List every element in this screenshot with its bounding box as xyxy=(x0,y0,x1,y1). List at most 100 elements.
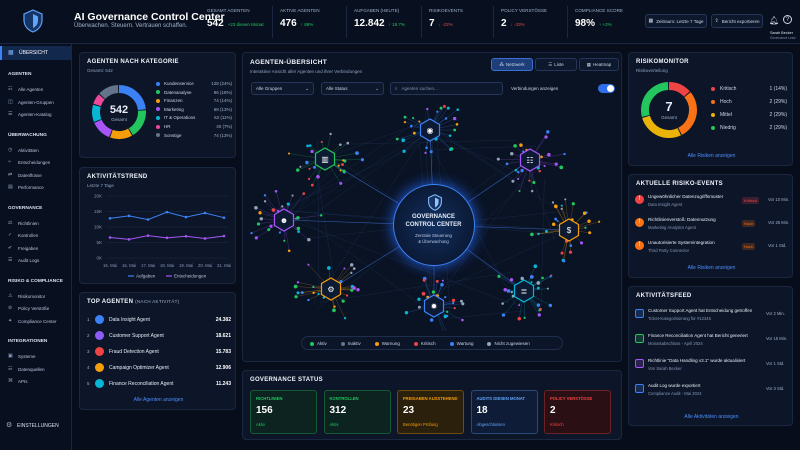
category-legend-item[interactable]: Kundenservice 128 (24%) xyxy=(156,81,232,86)
donut-segment[interactable] xyxy=(92,104,102,122)
agent-node[interactable] xyxy=(587,219,591,224)
all-agents-link[interactable]: Alle Agenten anzeigen xyxy=(133,397,184,403)
donut-segment[interactable] xyxy=(93,94,105,107)
sidebar-item[interactable]: ✦ Compliance Center xyxy=(8,317,57,324)
kpi-card[interactable]: GESAMT AGENTEN 542 +23 diesen Monat xyxy=(200,6,270,38)
agent-node[interactable] xyxy=(537,313,541,317)
agent-node[interactable] xyxy=(536,281,541,285)
agent-node[interactable] xyxy=(559,165,564,170)
risk-legend-item[interactable]: Kritisch 1 (14%) xyxy=(711,86,787,92)
user-name[interactable]: Sarah Becker xyxy=(770,31,794,35)
network-legend-item[interactable]: Inaktiv xyxy=(340,341,361,346)
agent-node[interactable] xyxy=(461,302,465,306)
category-legend-item[interactable]: Sonstige 74 (13%) xyxy=(156,133,232,138)
agent-node[interactable] xyxy=(439,106,443,110)
agent-node[interactable] xyxy=(352,267,356,270)
donut-segment[interactable] xyxy=(118,85,146,111)
top-agent-row[interactable]: 2 Customer Support Agent 18.621 xyxy=(87,331,231,340)
hub-hexagon[interactable] xyxy=(558,218,580,242)
agent-node[interactable] xyxy=(286,202,290,206)
agent-node[interactable] xyxy=(568,250,573,254)
agent-node[interactable] xyxy=(402,149,406,153)
top-agent-row[interactable]: 3 Fraud Detection Agent 15.783 xyxy=(87,347,231,356)
agent-node[interactable] xyxy=(421,291,426,296)
sidebar-item[interactable]: ☰ Agenten-Katalog xyxy=(8,111,52,117)
agent-node[interactable] xyxy=(442,104,446,108)
agent-node[interactable] xyxy=(569,244,573,247)
agent-node[interactable] xyxy=(444,296,447,299)
all-risk-events-link[interactable]: Alle Risiken anzeigen xyxy=(687,265,736,271)
agent-node[interactable] xyxy=(538,309,541,312)
activity-item[interactable]: Audit Log wurde exportiert Compliance Aud… xyxy=(635,382,789,402)
agent-node[interactable] xyxy=(349,263,354,267)
agent-node[interactable] xyxy=(549,275,552,278)
risk-event-item[interactable]: ! Ungewöhnlicher Datenzugriffsmuster Data … xyxy=(635,193,789,213)
agent-node[interactable] xyxy=(422,278,426,282)
agent-node[interactable] xyxy=(448,148,453,152)
agent-node[interactable] xyxy=(417,297,421,301)
sidebar-item[interactable]: ☷ Alle Agenten xyxy=(8,86,44,92)
agent-node[interactable] xyxy=(412,131,416,135)
agent-node[interactable] xyxy=(337,164,340,167)
agent-node[interactable] xyxy=(345,294,349,297)
sidebar-item[interactable]: ⑂ Entscheidungen xyxy=(8,159,51,165)
export-report-button[interactable]: ⇪ Bericht exportieren xyxy=(711,14,763,28)
risk-event-item[interactable]: ! Unautorisierte Systemintegration Third P… xyxy=(635,239,789,259)
hub-hexagon[interactable] xyxy=(519,148,541,172)
agent-node[interactable] xyxy=(544,229,548,233)
agent-node[interactable] xyxy=(520,276,524,281)
network-legend-item[interactable]: Aktiv xyxy=(310,341,327,346)
agent-node[interactable] xyxy=(536,303,541,307)
category-legend-item[interactable]: Finanzen 74 (14%) xyxy=(156,98,232,103)
agent-node[interactable] xyxy=(306,144,310,148)
agent-node[interactable] xyxy=(404,310,409,315)
agent-node[interactable] xyxy=(497,274,501,278)
agent-node[interactable] xyxy=(518,304,521,307)
agent-node[interactable] xyxy=(294,295,298,299)
network-legend-item[interactable]: Warnung xyxy=(374,341,400,346)
agent-hub-security[interactable]: ◉ xyxy=(395,104,460,154)
agent-node[interactable] xyxy=(510,291,513,294)
agent-node[interactable] xyxy=(522,150,525,153)
hub-hexagon[interactable] xyxy=(423,294,445,318)
agent-node[interactable] xyxy=(511,179,515,183)
agent-node[interactable] xyxy=(322,296,326,299)
agent-node[interactable] xyxy=(560,207,563,210)
agent-node[interactable] xyxy=(339,181,343,185)
donut-segment[interactable] xyxy=(668,82,690,97)
agent-node[interactable] xyxy=(296,291,300,295)
agent-node[interactable] xyxy=(501,302,504,305)
category-legend-item[interactable]: HR 40 (7%) xyxy=(156,124,232,129)
agent-node[interactable] xyxy=(343,316,347,320)
agent-node[interactable] xyxy=(360,158,364,162)
agent-node[interactable] xyxy=(505,162,509,166)
data-point[interactable] xyxy=(165,210,169,214)
agent-node[interactable] xyxy=(417,305,421,309)
agent-node[interactable] xyxy=(296,168,300,172)
agent-node[interactable] xyxy=(514,168,518,172)
sidebar-item[interactable]: ◷ Aktivitäten xyxy=(8,146,39,153)
kpi-card[interactable]: COMPLIANCE SCORE 98% ↑ +2% xyxy=(567,6,637,38)
agent-node[interactable] xyxy=(446,314,449,318)
agent-hub-analytics[interactable]: ▥ xyxy=(287,132,364,187)
agent-node[interactable] xyxy=(588,231,592,235)
hub-hexagon[interactable] xyxy=(419,118,441,142)
agent-node[interactable] xyxy=(307,177,311,181)
agent-node[interactable] xyxy=(429,150,433,154)
agent-node[interactable] xyxy=(451,298,456,303)
agent-node[interactable] xyxy=(533,264,538,269)
agent-node[interactable] xyxy=(319,214,323,217)
agent-node[interactable] xyxy=(267,228,271,232)
network-legend-item[interactable]: Kritisch xyxy=(413,341,436,346)
agent-node[interactable] xyxy=(342,159,345,162)
agent-node[interactable] xyxy=(403,120,407,124)
governance-card[interactable]: FREIGABEN AUSSTEHEND 23 Benötigen Prüfung xyxy=(397,390,464,434)
agent-node[interactable] xyxy=(546,287,549,290)
sidebar-item[interactable]: ☰ Audit Logs xyxy=(8,257,40,263)
agent-node[interactable] xyxy=(544,135,548,139)
data-point[interactable] xyxy=(222,234,226,238)
governance-card[interactable]: AUDITS DIESEN MONAT 18 Abgeschlossen xyxy=(470,390,538,434)
data-point[interactable] xyxy=(146,234,150,237)
agent-node[interactable] xyxy=(528,179,531,182)
agent-node[interactable] xyxy=(350,271,353,275)
